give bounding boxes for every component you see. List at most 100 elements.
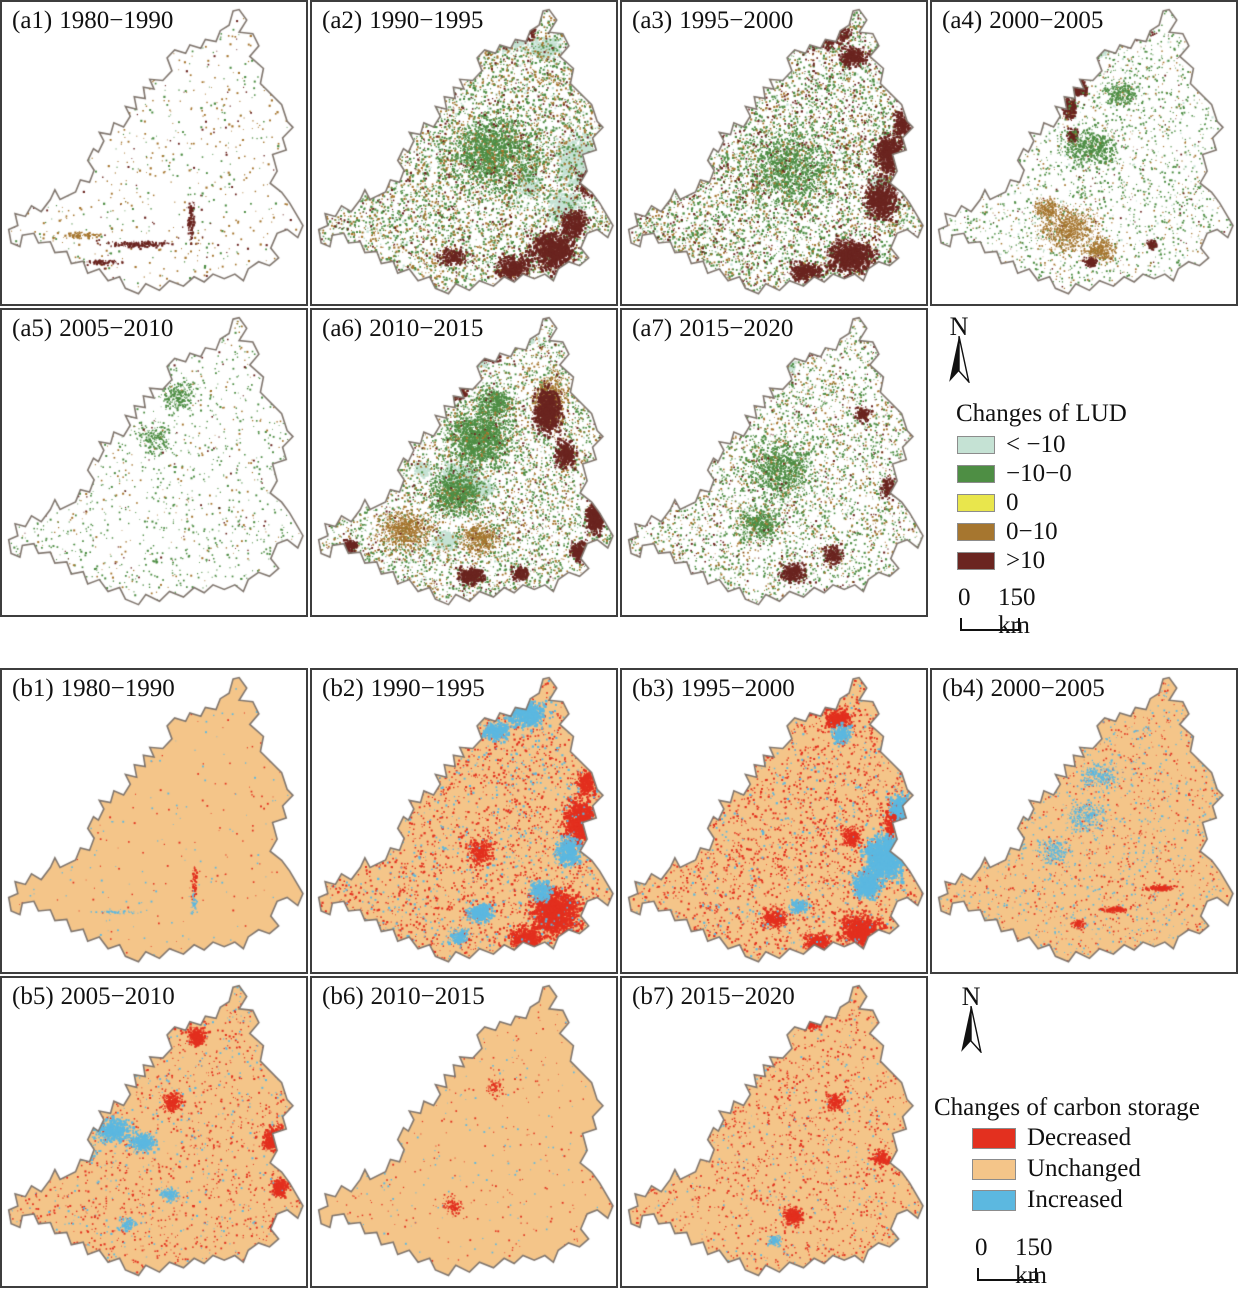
panel-id: (b3) [632,675,674,702]
carbon-legend: N Changes of carbon storage Decreased Unc… [930,976,1238,1290]
map-panel-a4: (a4) 2000−2005 [930,0,1238,306]
carbon-panel-grid: (b1) 1980−1990 (b2) 1990−1995 (b3) 1995−2000(… [0,668,1238,1290]
legend-swatch [972,1158,1016,1180]
panel-title: (b5) 2005−2010 [12,983,175,1011]
map-canvas-a7 [622,310,926,615]
legend-swatch [957,523,995,541]
carbon-legend-title: Changes of carbon storage [934,1094,1200,1121]
legend-label: >10 [1006,547,1046,574]
north-arrow: N [960,984,982,1053]
panel-title: (b2) 1990−1995 [322,675,485,703]
panel-period: 2015−2020 [680,983,795,1010]
map-canvas-b3 [622,670,926,972]
panel-period: 2000−2005 [989,7,1104,34]
panel-id: (b6) [322,983,364,1010]
north-label: N [949,312,969,341]
map-panel-b2: (b2) 1990−1995 [310,668,618,974]
legend-swatch [957,465,995,483]
map-canvas-a4 [932,2,1236,304]
legend-label: Increased [1027,1186,1123,1213]
legend-swatch [957,494,995,512]
legend-item: 0−10 [957,518,1072,545]
map-panel-b6: (b6) 2010−2015 [310,976,618,1288]
panel-title: (a5) 2005−2010 [12,315,173,343]
panel-title: (a1) 1980−1990 [12,7,173,35]
map-canvas-a5 [2,310,306,615]
scale-distance-label: 150 km [998,584,1036,639]
panel-period: 1990−1995 [370,675,485,702]
panel-title: (a6) 2010−2015 [322,315,483,343]
panel-title: (a3) 1995−2000 [632,7,793,35]
panel-period: 1995−2000 [680,675,795,702]
map-canvas-a6 [312,310,616,615]
panel-period: 1980−1990 [60,675,175,702]
map-panel-a6: (a6) 2010−2015 [310,308,618,617]
panel-id: (b2) [322,675,364,702]
legend-swatch [972,1189,1016,1211]
panel-id: (a7) [632,315,673,342]
legend-label: Decreased [1027,1124,1132,1151]
panel-period: 1990−1995 [369,7,484,34]
scale-zero-label: 0 [958,584,971,611]
map-panel-a3: (a3) 1995−2000 [620,0,928,306]
panel-id: (a5) [12,315,53,342]
panel-title: (b4) 2000−2005 [942,675,1105,703]
panel-period: 2010−2015 [369,315,484,342]
panel-id: (a3) [632,7,673,34]
legend-item: Increased [972,1186,1141,1213]
panel-period: 2015−2020 [679,315,794,342]
panel-id: (a1) [12,7,53,34]
panel-title: (a2) 1990−1995 [322,7,483,35]
panel-id: (a4) [942,7,983,34]
map-canvas-a1 [2,2,306,304]
panel-title: (b3) 1995−2000 [632,675,795,703]
lud-legend-items: < −10 −10−0 0 0−10 >10 [957,431,1072,574]
legend-label: 0 [1006,489,1019,516]
panel-id: (a2) [322,7,363,34]
legend-item: < −10 [957,431,1072,458]
panel-title: (b6) 2010−2015 [322,983,485,1011]
map-canvas-b6 [312,978,616,1286]
panel-id: (b4) [942,675,984,702]
map-canvas-a2 [312,2,616,304]
lud-panel-grid: (a1) 1980−1990 (a2) 1990−1995 (a3) 1995−2000(… [0,0,1238,639]
map-panel-b5: (b5) 2005−2010 [0,976,308,1288]
map-canvas-b5 [2,978,306,1286]
panel-title: (b1) 1980−1990 [12,675,175,703]
map-panel-a7: (a7) 2015−2020 [620,308,928,617]
legend-item: Decreased [972,1124,1141,1151]
north-label: N [961,982,981,1011]
legend-swatch [957,552,995,570]
north-arrow-icon [961,1005,982,1053]
map-canvas-b4 [932,670,1236,972]
legend-swatch [957,436,995,454]
legend-label: 0−10 [1006,518,1058,545]
panel-title: (a4) 2000−2005 [942,7,1103,35]
north-arrow-icon [949,335,970,383]
map-canvas-b2 [312,670,616,972]
map-panel-a5: (a5) 2005−2010 [0,308,308,617]
panel-period: 1995−2000 [679,7,794,34]
legend-label: < −10 [1006,431,1066,458]
panel-period: 2000−2005 [990,675,1105,702]
map-canvas-b7 [622,978,926,1286]
legend-label: Unchanged [1027,1155,1141,1182]
panel-title: (a7) 2015−2020 [632,315,793,343]
panel-period: 2010−2015 [370,983,485,1010]
map-panel-b7: (b7) 2015−2020 [620,976,928,1288]
panel-title: (b7) 2015−2020 [632,983,795,1011]
scale-distance-label: 150 km [1015,1234,1053,1289]
panel-id: (b5) [12,983,54,1010]
legend-item: −10−0 [957,461,1072,486]
panel-id: (b7) [632,983,674,1010]
panel-id: (b1) [12,675,54,702]
map-panel-b1: (b1) 1980−1990 [0,668,308,974]
map-canvas-a3 [622,2,926,304]
lud-legend-title: Changes of LUD [956,400,1127,427]
scale-zero-label: 0 [975,1234,988,1261]
legend-item: >10 [957,547,1072,574]
panel-period: 1980−1990 [59,7,174,34]
panel-period: 2005−2010 [59,315,174,342]
map-panel-a1: (a1) 1980−1990 [0,0,308,306]
